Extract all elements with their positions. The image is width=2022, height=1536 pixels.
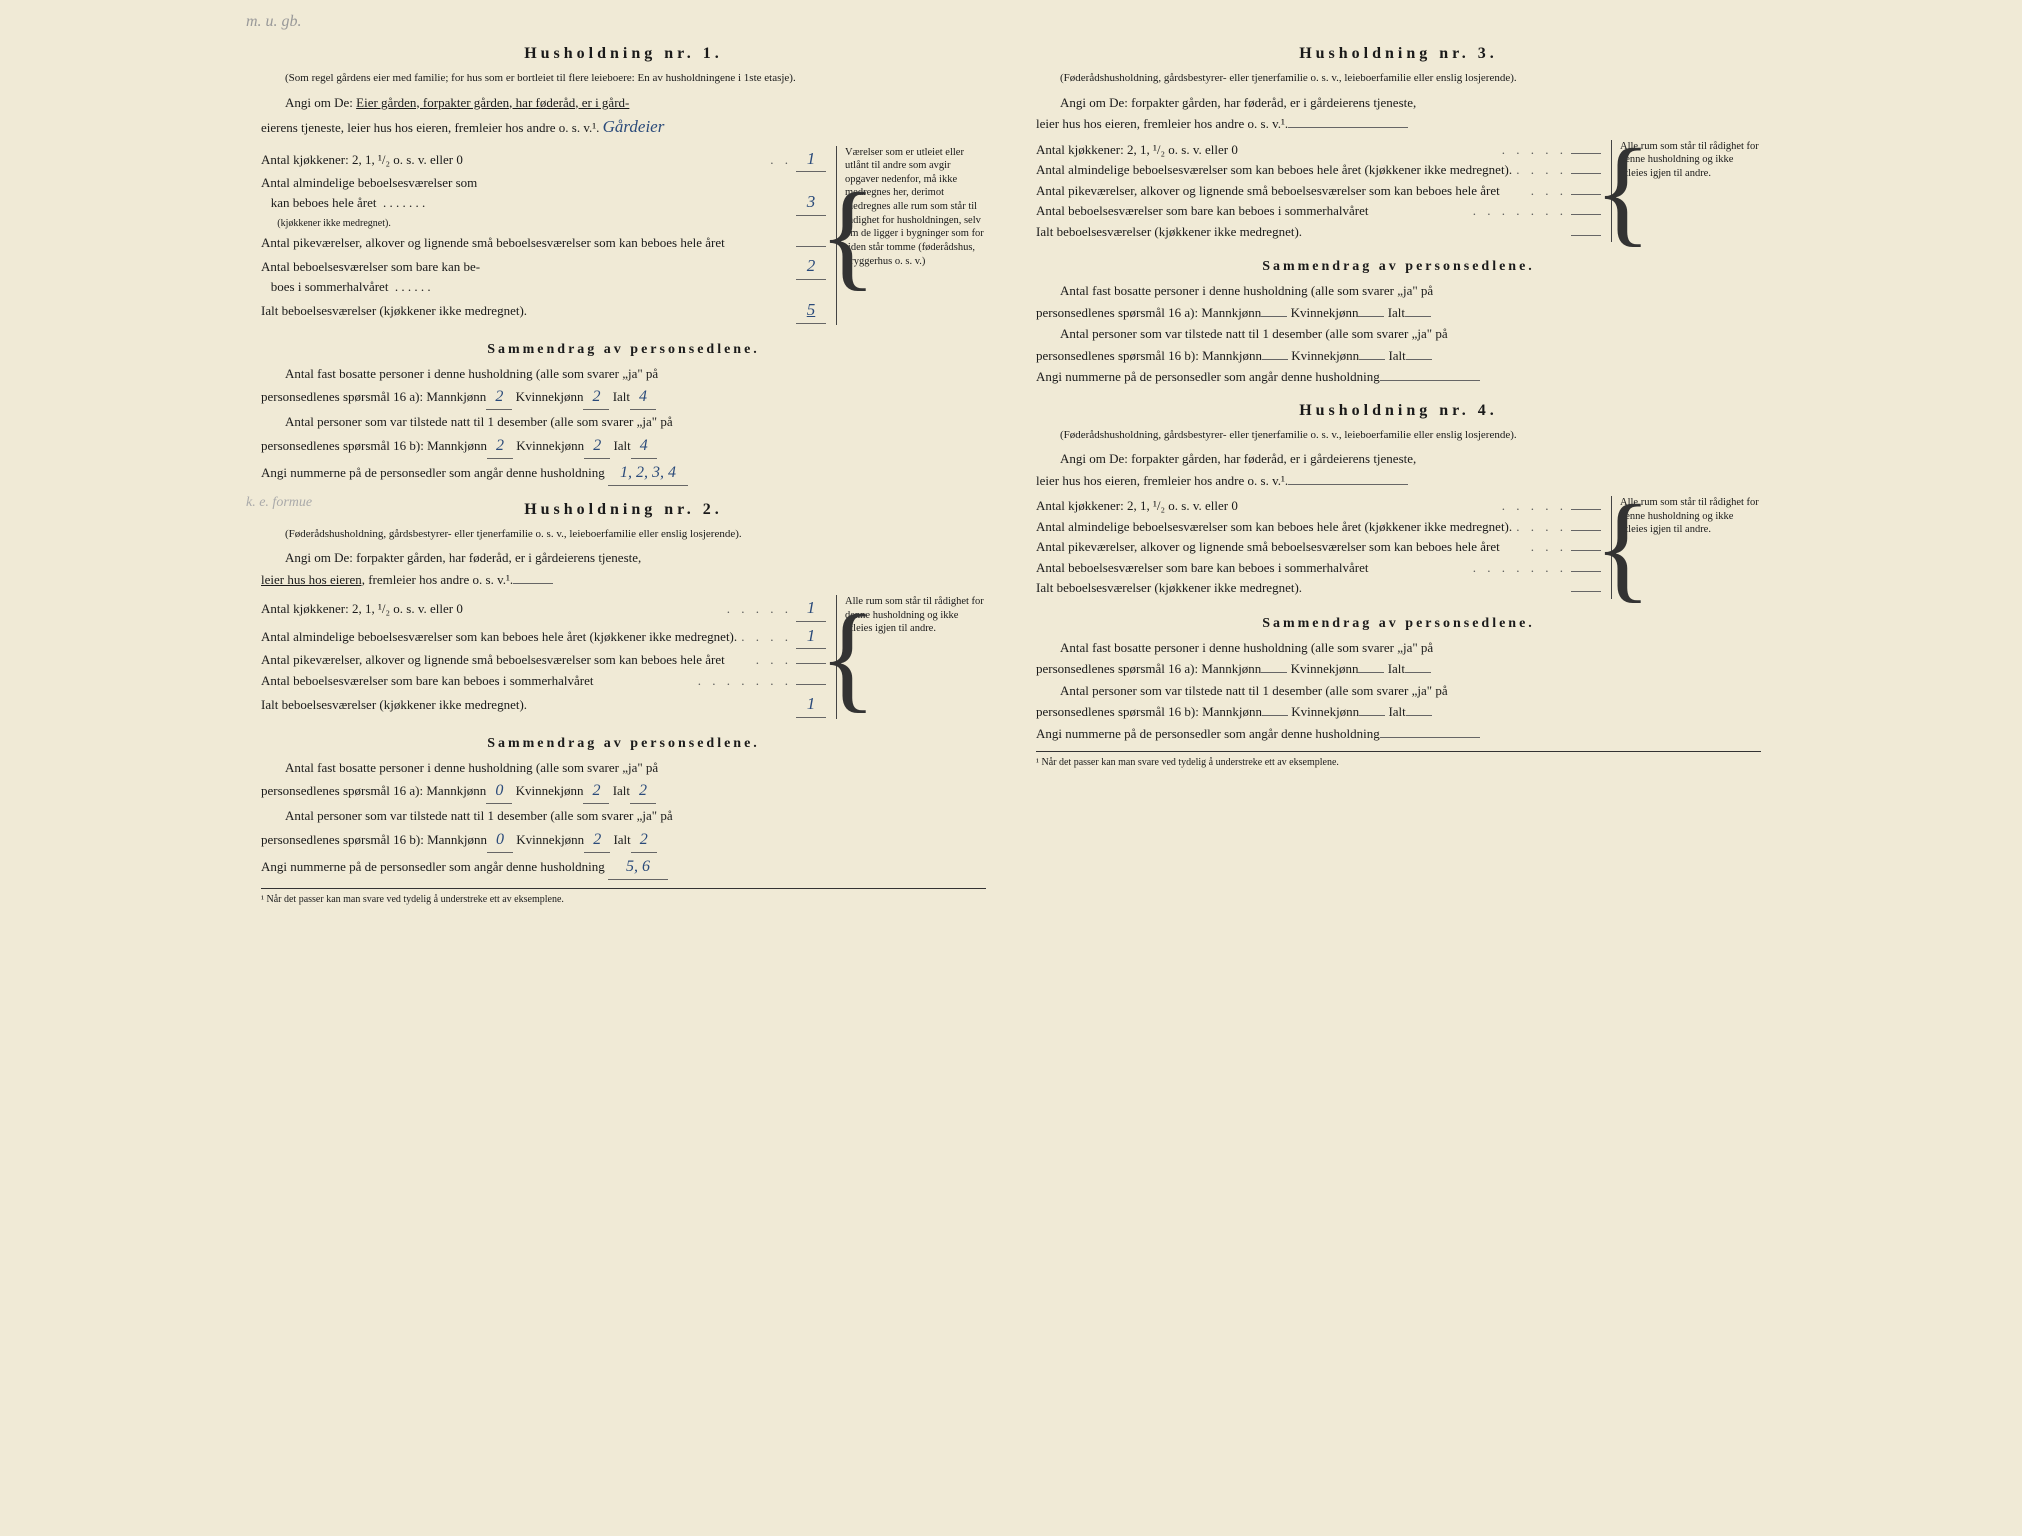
hh4-i16b — [1406, 715, 1432, 716]
hh1-sum-line2b: personsedlenes spørsmål 16 b): Mannkjønn… — [261, 434, 986, 459]
hh2-angi-line2: leier hus hos eieren, fremleier hos andr… — [261, 570, 986, 590]
hh2-i16b: 2 — [631, 828, 657, 853]
hh2-k16a: 2 — [583, 779, 609, 804]
hh1-rooms-block: Antal kjøkkener: 2, 1, ¹/₂ o. s. v. elle… — [261, 146, 986, 325]
hh1-rooms-left: Antal kjøkkener: 2, 1, ¹/₂ o. s. v. elle… — [261, 146, 826, 325]
hh4-m16a — [1261, 672, 1287, 673]
hh3-k16b — [1359, 359, 1385, 360]
left-column: m. u. gb. Husholdning nr. 1. (Som regel … — [261, 30, 986, 907]
hh4-k16b — [1359, 715, 1385, 716]
hh3-i16a — [1405, 316, 1431, 317]
household-2-title: Husholdning nr. 2. — [261, 498, 986, 522]
hh4-m16b — [1262, 715, 1288, 716]
hh1-pike-row: Antal pikeværelser, alkover og lignende … — [261, 233, 826, 253]
household-4-subtitle: (Føderådshusholdning, gårdsbestyrer- ell… — [1036, 427, 1761, 444]
hh1-m16b: 2 — [487, 434, 513, 459]
household-3-subtitle: (Føderådshusholdning, gårdsbestyrer- ell… — [1036, 70, 1761, 87]
hh1-pike-label: Antal pikeværelser, alkover og lignende … — [261, 233, 796, 253]
hh2-m16a: 0 — [486, 779, 512, 804]
hh4-sidebar: { Alle rum som står til rådighet for den… — [1611, 496, 1761, 599]
hh1-i16a: 4 — [630, 385, 656, 410]
hh1-ialt-row: Ialt beboelsesværelser (kjøkkener ikke m… — [261, 297, 826, 324]
hh2-angi-options: forpakter gården, har føderåd, er i gård… — [356, 550, 641, 565]
hh1-angi-options: Eier gården, forpakter gården, har føder… — [356, 95, 629, 110]
pencil-annotation-mid: k. e. formue — [246, 492, 312, 513]
hh1-k16b: 2 — [584, 434, 610, 459]
hh2-rooms-left: Antal kjøkkener: 2, 1, ¹/₂ o. s. v. elle… — [261, 595, 826, 719]
hh1-sidebar: { Værelser som er utleiet eller utlånt t… — [836, 146, 986, 325]
household-1-title: Husholdning nr. 1. — [261, 42, 986, 66]
hh2-nummer-val: 5, 6 — [608, 855, 668, 880]
hh1-ialt-label: Ialt beboelsesværelser (kjøkkener ikke m… — [261, 301, 796, 321]
left-footnote: ¹ Når det passer kan man svare ved tydel… — [261, 888, 986, 907]
hh1-sum-line2: Antal personer som var tilstede natt til… — [261, 412, 986, 432]
hh1-sum-line1: Antal fast bosatte personer i denne hush… — [261, 364, 986, 384]
hh1-angi-row: Angi om De: Eier gården, forpakter gårde… — [261, 93, 986, 113]
hh4-summary-title: Sammendrag av personsedlene. — [1036, 613, 1761, 634]
hh1-angi-label: Angi om De: — [285, 95, 353, 110]
household-1-subtitle: (Som regel gårdens eier med familie; for… — [261, 70, 986, 87]
hh3-m16b — [1262, 359, 1288, 360]
hh1-angi-line2: eierens tjeneste, leier hus hos eieren, … — [261, 114, 986, 140]
hh2-m16b: 0 — [487, 828, 513, 853]
hh4-rooms-block: Antal kjøkkener: 2, 1, ¹/₂ o. s. v. elle… — [1036, 496, 1761, 599]
hh2-angi-label: Angi om De: — [285, 550, 353, 565]
hh3-k16a — [1358, 316, 1384, 317]
hh3-sidebar: { Alle rum som står til rådighet for den… — [1611, 140, 1761, 243]
hh2-k16b: 2 — [584, 828, 610, 853]
hh1-sommer-row: Antal beboelsesværelser som bare kan be-… — [261, 253, 826, 296]
hh1-nummer-val: 1, 2, 3, 4 — [608, 461, 688, 486]
hh2-sidebar: { Alle rum som står til rådighet for den… — [836, 595, 986, 719]
hh2-i16a: 2 — [630, 779, 656, 804]
hh2-angi-row: Angi om De: forpakter gården, har føderå… — [261, 548, 986, 568]
hh3-m16a — [1261, 316, 1287, 317]
hh3-summary-title: Sammendrag av personsedlene. — [1036, 256, 1761, 277]
hh1-sum-line1b: personsedlenes spørsmål 16 a): Mannkjønn… — [261, 385, 986, 410]
hh1-m16a: 2 — [486, 385, 512, 410]
hh1-angi-fill: Gårdeier — [603, 117, 665, 136]
hh3-i16b — [1406, 359, 1432, 360]
hh1-i16b: 4 — [631, 434, 657, 459]
pencil-annotation-top: m. u. gb. — [246, 10, 302, 34]
household-2-subtitle: (Føderådshusholdning, gårdsbestyrer- ell… — [261, 526, 986, 543]
hh4-i16a — [1405, 672, 1431, 673]
hh1-kjok-row: Antal kjøkkener: 2, 1, ¹/₂ o. s. v. elle… — [261, 146, 826, 173]
hh4-k16a — [1358, 672, 1384, 673]
right-column: Husholdning nr. 3. (Føderådshusholdning,… — [1036, 30, 1761, 907]
census-form-page: m. u. gb. Husholdning nr. 1. (Som regel … — [261, 30, 1761, 907]
hh1-k16a: 2 — [583, 385, 609, 410]
hh1-alm-row: Antal almindelige beboelsesværelser som … — [261, 173, 826, 232]
household-3-title: Husholdning nr. 3. — [1036, 42, 1761, 66]
hh2-rooms-block: Antal kjøkkener: 2, 1, ¹/₂ o. s. v. elle… — [261, 595, 986, 719]
hh1-kjok-label: Antal kjøkkener: 2, 1, ¹/₂ o. s. v. elle… — [261, 150, 766, 170]
household-4-title: Husholdning nr. 4. — [1036, 399, 1761, 423]
right-footnote: ¹ Når det passer kan man svare ved tydel… — [1036, 751, 1761, 770]
hh1-nummer-row: Angi nummerne på de personsedler som ang… — [261, 461, 986, 486]
hh3-rooms-block: Antal kjøkkener: 2, 1, ¹/₂ o. s. v. elle… — [1036, 140, 1761, 243]
hh2-summary-title: Sammendrag av personsedlene. — [261, 733, 986, 754]
hh1-summary-title: Sammendrag av personsedlene. — [261, 339, 986, 360]
